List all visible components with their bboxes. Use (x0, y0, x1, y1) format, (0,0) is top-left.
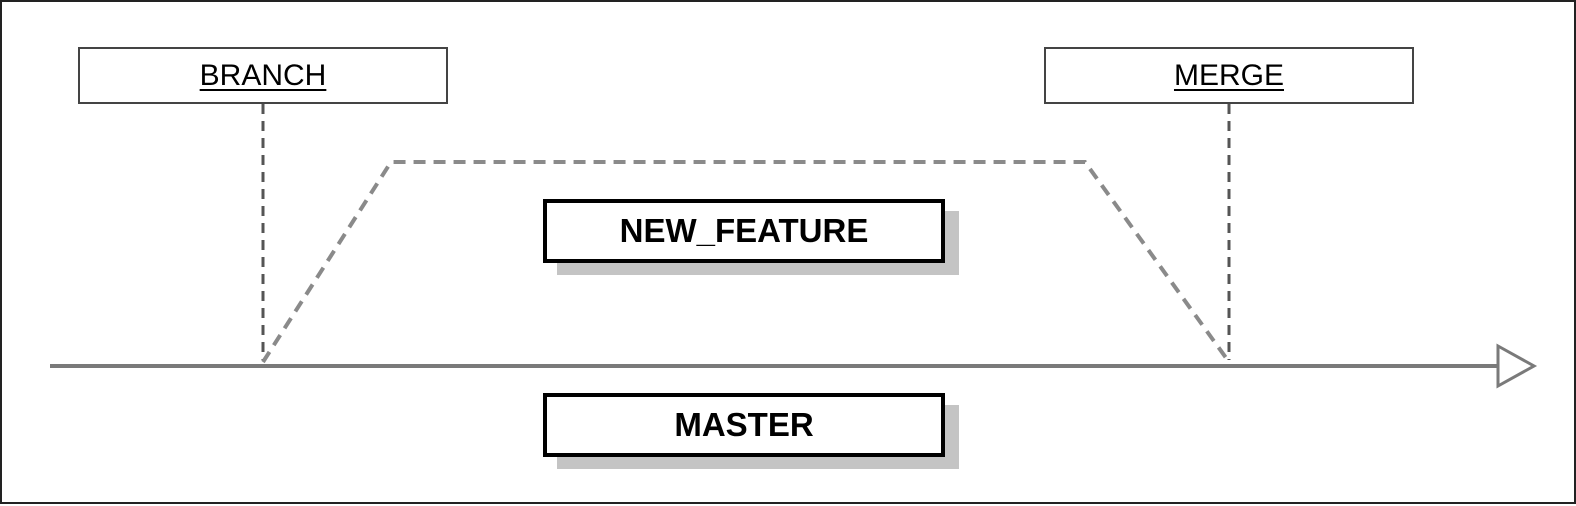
merge-label: MERGE (1044, 47, 1414, 104)
master-branch-name: MASTER (674, 406, 814, 443)
feature-branch-path (261, 160, 1231, 364)
feature-branch-box: NEW_FEATURE (543, 199, 945, 263)
feature-branch-name: NEW_FEATURE (619, 212, 869, 249)
master-branch-box: MASTER (543, 393, 945, 457)
timeline-arrow-icon (1496, 343, 1538, 389)
merge-label-text: MERGE (1173, 58, 1284, 92)
branch-label-text: BRANCH (199, 58, 327, 92)
branch-label: BRANCH (78, 47, 448, 104)
